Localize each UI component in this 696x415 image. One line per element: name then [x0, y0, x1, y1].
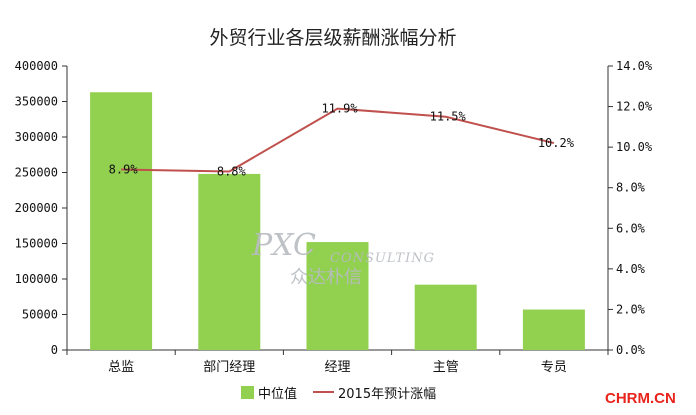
- category-label: 专员: [541, 360, 567, 375]
- data-label: 11.9%: [321, 102, 358, 116]
- bar-5: [522, 309, 585, 350]
- left-tick-label: 150000: [15, 237, 58, 251]
- right-axis-ticks: 0.0% 2.0% 4.0% 6.0% 8.0% 10.0% 12.0% 14.0%: [608, 59, 653, 357]
- right-tick-label: 12.0%: [616, 100, 653, 114]
- left-tick-label: 300000: [15, 130, 58, 144]
- left-tick-label: 400000: [15, 59, 58, 73]
- watermark-consulting: CONSULTING: [330, 251, 435, 266]
- legend-label-bar: 中位值: [258, 386, 297, 402]
- watermark-company: 众达朴信: [290, 267, 362, 288]
- category-label: 部门经理: [203, 360, 255, 375]
- bar-1: [90, 92, 153, 351]
- watermark: PXC CONSULTING 众达朴信: [251, 228, 435, 288]
- right-tick-label: 4.0%: [616, 262, 646, 276]
- bar-3: [306, 242, 369, 350]
- growth-line-path: [121, 107, 555, 173]
- category-label: 主管: [433, 360, 459, 375]
- left-tick-label: 0: [51, 343, 58, 357]
- left-axis-ticks: 0 50000 100000 150000 200000 250000 300000 3500…: [15, 59, 67, 357]
- left-tick-label: 100000: [15, 272, 58, 286]
- chart-title: 外贸行业各层级薪酬涨幅分析: [209, 27, 456, 49]
- right-tick-label: 2.0%: [616, 302, 646, 316]
- data-label: 8.9%: [109, 162, 139, 176]
- right-tick-label: 0.0%: [616, 343, 646, 357]
- right-tick-label: 8.0%: [616, 181, 646, 195]
- left-tick-label: 50000: [22, 308, 58, 322]
- growth-line: [121, 107, 555, 173]
- data-labels: 8.9% 8.8% 11.9% 11.5% 10.2%: [109, 102, 575, 179]
- left-tick-label: 200000: [15, 201, 58, 215]
- bar-4: [414, 284, 477, 350]
- legend-swatch-bar: [241, 386, 254, 399]
- data-label: 8.8%: [217, 164, 247, 178]
- bar-2: [198, 173, 261, 350]
- category-label: 总监: [108, 360, 134, 375]
- right-tick-label: 14.0%: [616, 59, 653, 73]
- data-label: 11.5%: [430, 110, 467, 124]
- legend: 中位值 2015年预计涨幅: [241, 386, 436, 402]
- category-label: 经理: [324, 360, 350, 375]
- watermark-logo: PXC: [251, 228, 316, 263]
- right-tick-label: 10.0%: [616, 140, 653, 154]
- legend-label-line: 2015年预计涨幅: [338, 387, 436, 402]
- brand-mark: CHRM.CN: [605, 390, 676, 407]
- data-label: 10.2%: [538, 136, 575, 150]
- bars: [90, 92, 585, 351]
- category-labels: 总监 部门经理 经理 主管 专员: [66, 350, 609, 375]
- right-tick-label: 6.0%: [616, 221, 646, 235]
- left-tick-label: 350000: [15, 95, 58, 109]
- left-tick-label: 250000: [15, 166, 58, 180]
